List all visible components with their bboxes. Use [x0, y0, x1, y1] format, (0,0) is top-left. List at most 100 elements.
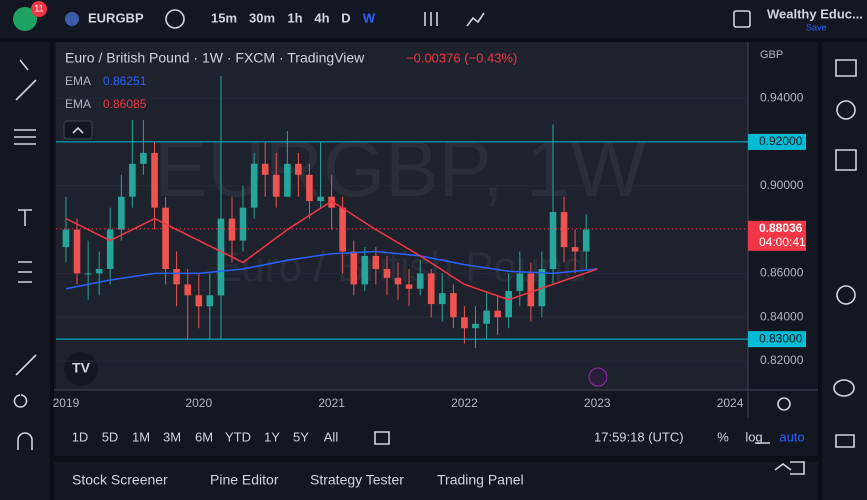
candle-body: [151, 152, 158, 208]
symbol[interactable]: EURGBP: [88, 10, 144, 25]
legend-name: EMA: [65, 74, 91, 88]
level-label: 0.83000: [759, 331, 803, 345]
candle-body: [317, 196, 324, 202]
candle-body: [272, 174, 280, 197]
candle-body: [73, 229, 81, 274]
interval[interactable]: 30m: [249, 10, 275, 25]
event-icon[interactable]: [588, 367, 608, 387]
candle-body: [461, 317, 468, 329]
candle-body: [516, 273, 524, 291]
percent[interactable]: %: [717, 429, 729, 444]
panel-controls[interactable]: [755, 442, 805, 475]
range-button[interactable]: 1D: [72, 429, 89, 444]
calendar-icon[interactable]: [836, 285, 856, 305]
candle-body: [472, 323, 479, 329]
save[interactable]: Save: [806, 22, 827, 32]
range-button[interactable]: 6M: [195, 429, 213, 444]
range-button[interactable]: 1M: [132, 429, 150, 444]
auto[interactable]: auto: [779, 429, 804, 444]
candle-body: [361, 255, 369, 285]
candle-body: [416, 273, 424, 289]
candle-body: [129, 163, 136, 197]
collapse-button[interactable]: [63, 120, 93, 140]
top-toolbar: [0, 0, 867, 38]
log[interactable]: log: [745, 429, 762, 444]
candle-body: [483, 310, 490, 324]
interval[interactable]: 15m: [211, 10, 237, 25]
candle-body: [84, 273, 92, 275]
panel-tab[interactable]: Stock Screener: [72, 472, 168, 488]
candle-body: [95, 269, 103, 274]
badge: [31, 1, 47, 17]
level-tag: [748, 331, 806, 348]
watermark: EURGBP, 1W: [154, 124, 646, 213]
indicators-icon[interactable]: [466, 12, 485, 27]
y-tick-label: 0.94000: [760, 90, 804, 104]
alarm-icon[interactable]: [836, 100, 856, 120]
flag: [65, 12, 79, 26]
chart-type-icon[interactable]: [424, 12, 438, 26]
candle-body: [217, 218, 225, 296]
account[interactable]: Wealthy Educ...: [767, 6, 863, 21]
y-tick-label: 0.90000: [760, 178, 804, 192]
range-button[interactable]: 5D: [102, 429, 119, 444]
panel-tab[interactable]: Trading Panel: [437, 472, 524, 488]
interval[interactable]: W: [363, 10, 376, 25]
x-tick-label: 2019: [53, 396, 80, 410]
candle-body: [505, 290, 512, 318]
interval[interactable]: D: [341, 10, 350, 25]
range-button[interactable]: YTD: [225, 429, 251, 444]
y-tick-label: 0.84000: [760, 309, 804, 323]
settings-icon[interactable]: [777, 397, 791, 411]
sidebar-icons[interactable]: [833, 59, 857, 448]
candle-body: [162, 207, 169, 270]
price-tag: [748, 220, 806, 251]
candle-body: [295, 163, 302, 175]
range-button[interactable]: 3M: [163, 429, 181, 444]
range-button[interactable]: 1Y: [264, 429, 280, 444]
candle-body: [494, 310, 501, 318]
countdown: 04:00:41: [759, 235, 806, 249]
candle-body: [394, 277, 402, 285]
logo[interactable]: [13, 7, 37, 31]
x-tick-label: 2021: [318, 396, 345, 410]
ema-line: [65, 250, 598, 290]
interval[interactable]: 1h: [287, 10, 302, 25]
candle-body: [306, 174, 313, 202]
range-button[interactable]: 5Y: [293, 429, 309, 444]
legend-value: 0.86085: [103, 97, 147, 111]
right-sidebar: [822, 42, 867, 500]
candle-body: [339, 207, 346, 252]
layout-icon[interactable]: [733, 10, 751, 28]
candle-body: [184, 284, 192, 296]
candle-body: [284, 163, 291, 197]
range-button[interactable]: All: [324, 429, 339, 444]
left-toolbar: [0, 42, 50, 500]
legend-name: EMA: [65, 97, 91, 111]
candle-body: [261, 163, 269, 175]
candle-body: [106, 229, 114, 270]
date-range-icon[interactable]: [374, 431, 390, 445]
plot-area: [56, 42, 748, 390]
x-tick-label: 2024: [717, 396, 744, 410]
interval[interactable]: 4h: [314, 10, 329, 25]
candle-body: [140, 152, 147, 164]
x-tick-label: 2022: [451, 396, 478, 410]
candle-body: [427, 273, 435, 305]
candle-body: [560, 212, 568, 248]
collapse-arrow: [72, 126, 84, 134]
x-tick-label: 2020: [185, 396, 212, 410]
candle-body: [250, 163, 258, 208]
panel-tab[interactable]: Strategy Tester: [310, 472, 404, 488]
candle-body: [62, 229, 70, 248]
candle-body: [527, 273, 535, 307]
tv-logo[interactable]: [64, 352, 98, 386]
last-price: 0.88036: [759, 221, 803, 235]
y-tick-label: 0.86000: [760, 266, 804, 280]
add-symbol[interactable]: [165, 9, 185, 29]
drawing-tools[interactable]: [13, 59, 37, 450]
chart-title: Euro / British Pound · 1W · FXCM · Tradi…: [65, 50, 365, 66]
panel-tab[interactable]: Pine Editor: [210, 472, 279, 488]
